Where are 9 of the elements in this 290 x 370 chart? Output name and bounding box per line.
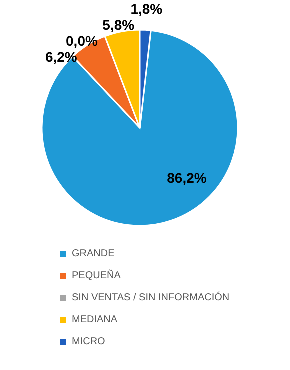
legend-label: PEQUEÑA	[72, 270, 122, 282]
legend-label: MEDIANA	[72, 314, 118, 326]
legend-label: SIN VENTAS / SIN INFORMACIÓN	[72, 292, 230, 304]
legend-label: MICRO	[72, 336, 106, 348]
data-label: 5,8%	[102, 16, 136, 33]
legend-label: GRANDE	[72, 248, 116, 260]
data-label: 1,8%	[130, 0, 164, 17]
text: 0,0%	[66, 32, 98, 49]
data-label: 86,2%	[167, 170, 208, 186]
